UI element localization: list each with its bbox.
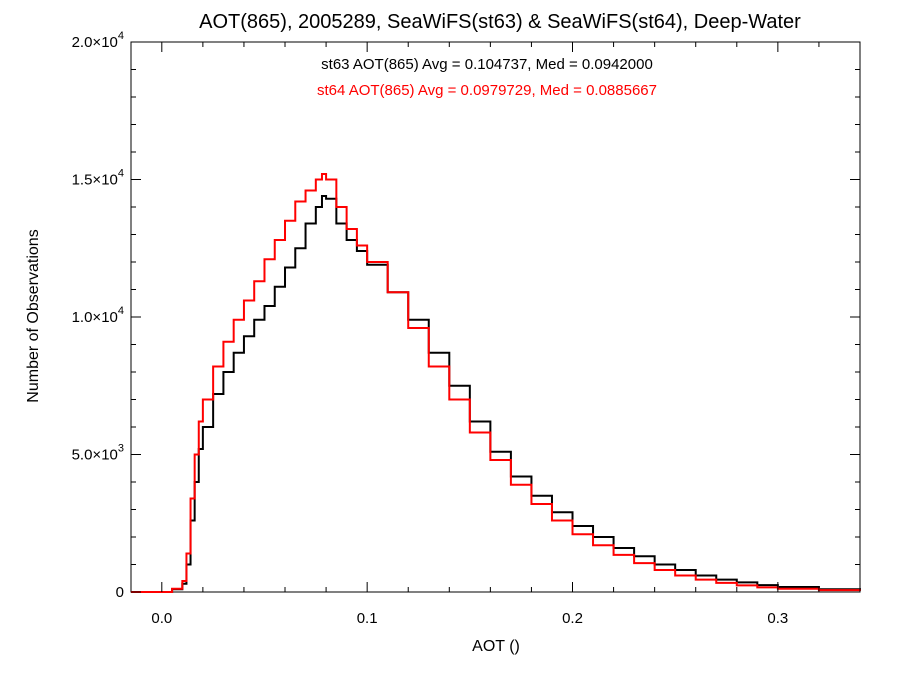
x-tick-label: 0.2 [562, 610, 583, 627]
label-layer: 0.0 0.1 0.2 0.3 0 5.0×103 1.0×104 1.5×104 2.0×10… [72, 30, 789, 627]
y-tick-label: 5.0×103 [72, 443, 124, 464]
x-axis-label: AOT () [472, 638, 520, 655]
y-tick-label: 1.0×104 [72, 305, 124, 326]
y-tick-label: 1.5×104 [72, 168, 124, 189]
tick-layer [131, 41, 861, 593]
annotation-st64: st64 AOT(865) Avg = 0.0979729, Med = 0.0… [317, 82, 657, 99]
series-st63-line [131, 195, 861, 593]
x-tick-label: 0.1 [357, 610, 378, 627]
annotation-st63: st63 AOT(865) Avg = 0.104737, Med = 0.09… [321, 56, 653, 73]
plot-frame [130, 41, 861, 593]
y-tick-label: 0 [116, 584, 124, 601]
x-tick-label: 0.3 [767, 610, 788, 627]
series-st64-line [131, 173, 861, 593]
y-tick-label: 2.0×104 [72, 30, 124, 51]
y-axis-label: Number of Observations [25, 229, 42, 402]
chart-title: AOT(865), 2005289, SeaWiFS(st63) & SeaWi… [199, 11, 801, 33]
series-layer [131, 173, 861, 593]
x-tick-label: 0.0 [151, 610, 172, 627]
